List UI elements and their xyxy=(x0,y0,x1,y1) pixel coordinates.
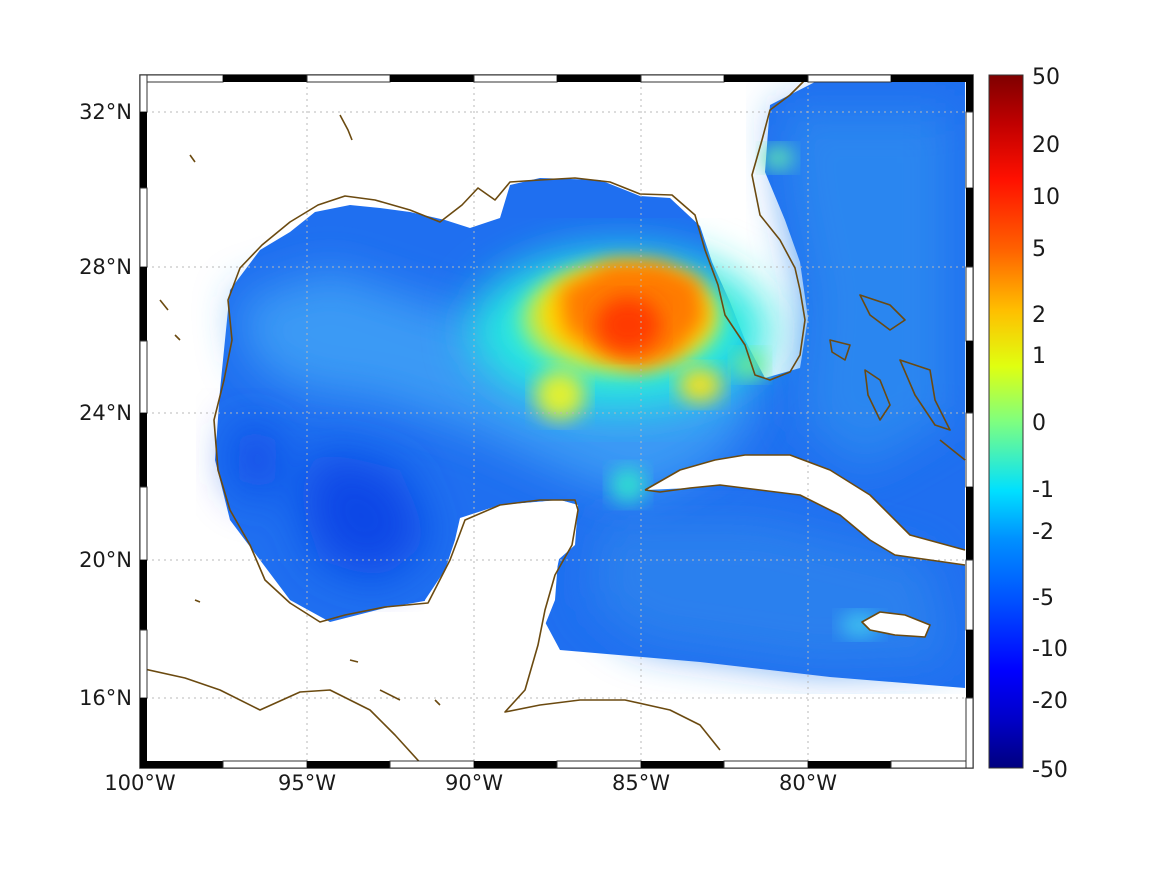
x-tick-label: 100°W xyxy=(104,771,176,795)
x-tick-label: 80°W xyxy=(779,771,837,795)
colorbar-gradient xyxy=(988,74,1024,769)
colorbar-tick-label: 0 xyxy=(1032,411,1046,436)
colorbar-tick-label: 5 xyxy=(1032,237,1046,262)
dark-blue-patches xyxy=(235,420,430,580)
loop-current-peak xyxy=(596,297,660,353)
y-tick-label: 28°N xyxy=(79,255,132,279)
x-tick-label: 90°W xyxy=(445,771,503,795)
y-axis-labels: 32°N 28°N 24°N 20°N 16°N xyxy=(79,100,132,710)
land-yucatan xyxy=(420,500,578,722)
colorbar-tick-label: 2 xyxy=(1032,303,1046,328)
coast-gulf-us-mexico xyxy=(140,75,811,768)
map-frame xyxy=(139,74,974,769)
coast-cuba xyxy=(644,454,966,566)
y-tick-label: 16°N xyxy=(79,686,132,710)
x-axis-labels: 100°W 95°W 90°W 85°W 80°W xyxy=(104,771,837,795)
colorbar-tick-label: -50 xyxy=(1032,758,1068,783)
x-tick-label: 95°W xyxy=(278,771,336,795)
y-tick-label: 32°N xyxy=(79,100,132,124)
colorbar-tick-label: -20 xyxy=(1032,689,1068,714)
colorbar-tick-label: -5 xyxy=(1032,586,1054,611)
y-tick-label: 24°N xyxy=(79,401,132,425)
colorbar: 50 20 10 5 2 1 0 -1 -2 -5 -10 -20 -50 xyxy=(988,65,1068,783)
land-cuba xyxy=(645,455,965,565)
colorbar-tick-label: -2 xyxy=(1032,520,1054,545)
cyan-spot-keys xyxy=(734,351,766,379)
colorbar-tick-label: 20 xyxy=(1032,133,1060,158)
cyan-spot-atlantic xyxy=(762,146,794,170)
x-tick-label: 85°W xyxy=(612,771,670,795)
ocean-field xyxy=(215,82,965,688)
cyan-spot-yucatan xyxy=(610,467,646,503)
colorbar-tick-label: 1 xyxy=(1032,344,1046,369)
yellow-tail xyxy=(535,370,585,420)
colorbar-tick-label: 10 xyxy=(1032,185,1060,210)
atlantic-field xyxy=(780,110,950,470)
colorbar-tick-label: 50 xyxy=(1032,65,1060,90)
coast-islands-west xyxy=(159,114,441,706)
coast-bahamas xyxy=(829,294,966,461)
coastlines xyxy=(140,75,966,768)
graticule xyxy=(140,75,973,768)
y-tick-label: 20°N xyxy=(79,548,132,572)
colorbar-tick-label: -10 xyxy=(1032,637,1068,662)
yellow-tail-east xyxy=(678,367,722,403)
coast-jamaica xyxy=(861,611,931,638)
colorbar-tick-label: -1 xyxy=(1032,478,1054,503)
